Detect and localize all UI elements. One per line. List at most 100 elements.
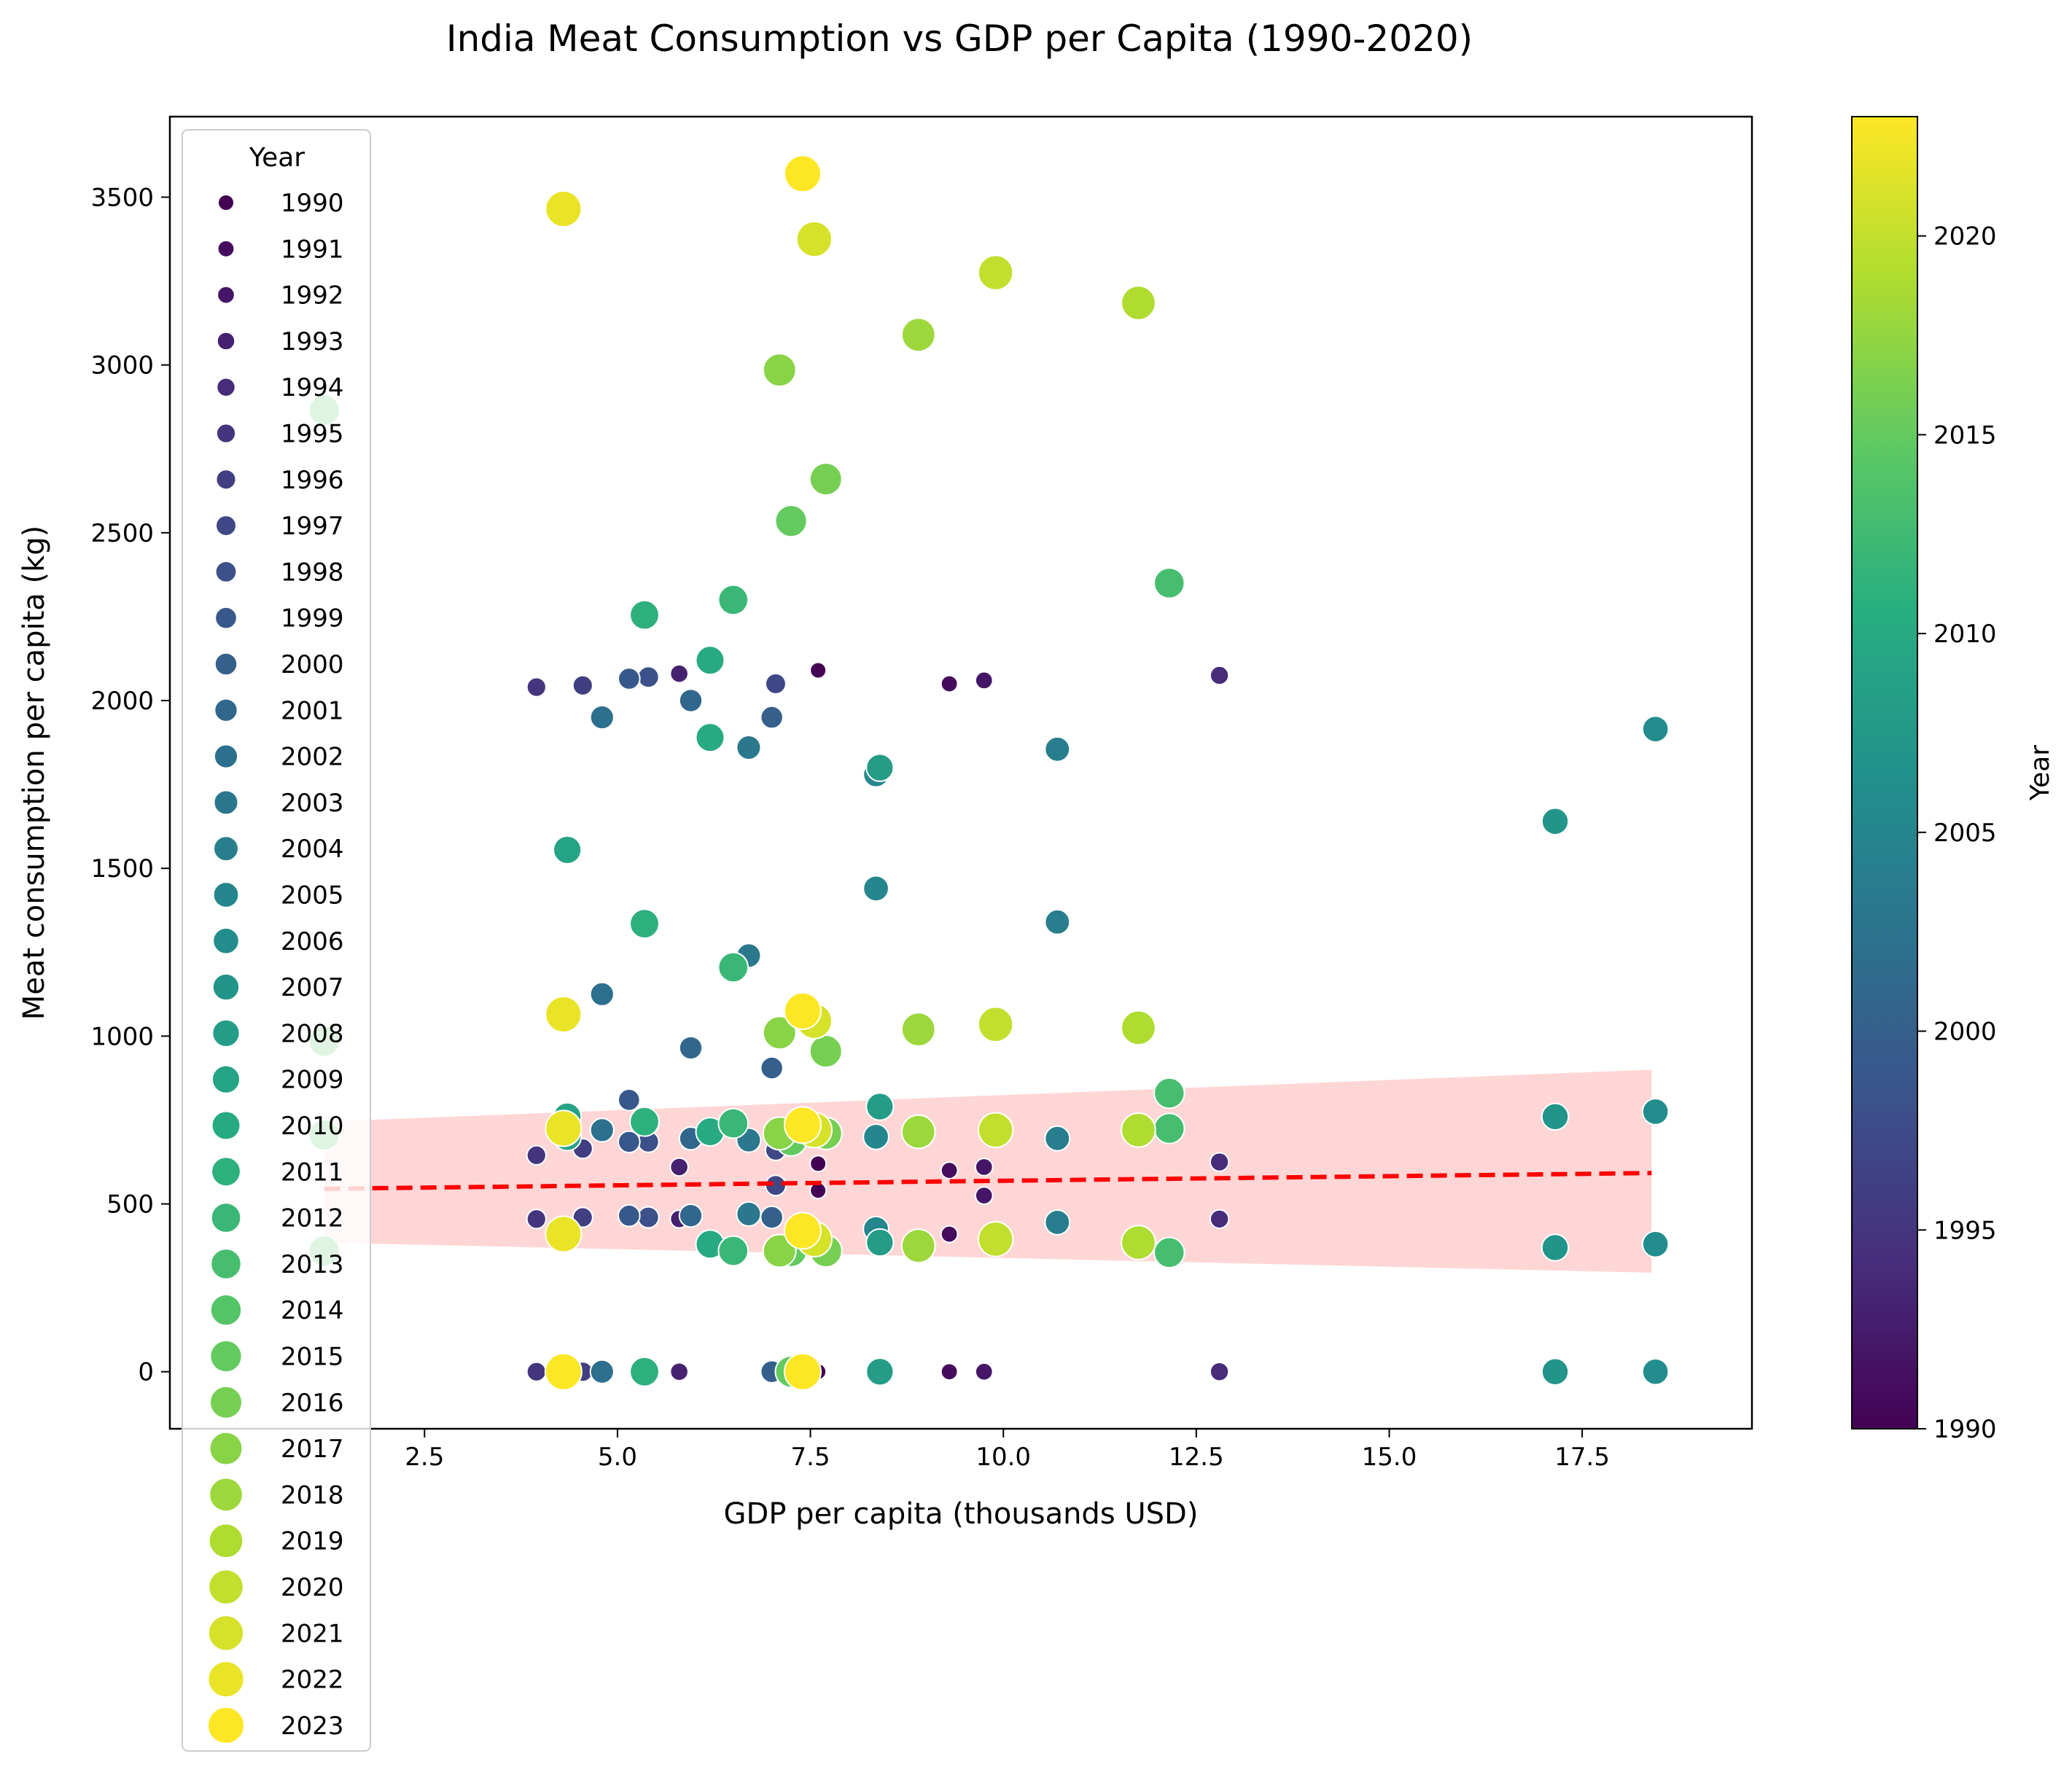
y-tick-label: 3500 — [90, 183, 154, 212]
data-point — [1153, 1112, 1185, 1144]
legend-label: 1999 — [281, 604, 344, 633]
legend-label: 2013 — [281, 1250, 344, 1279]
colorbar-tick-label: 2010 — [1933, 620, 1997, 649]
legend-label: 2016 — [281, 1389, 344, 1418]
colorbar-tick-label: 1990 — [1933, 1415, 1997, 1444]
data-point — [1541, 1357, 1570, 1386]
data-point — [589, 1117, 615, 1143]
data-point — [784, 1212, 822, 1250]
colorbar — [1851, 116, 1918, 1429]
data-point — [736, 734, 762, 760]
legend-label: 2004 — [281, 835, 344, 864]
data-point — [678, 1204, 704, 1228]
colorbar-axis: 1990 1995 2000 2005 2010 2015 2020 — [1917, 222, 1997, 1444]
legend-label: 1994 — [281, 373, 344, 402]
legend-label: 2002 — [281, 743, 344, 772]
legend-marker — [215, 469, 237, 491]
x-tick-label: 7.5 — [791, 1443, 830, 1472]
legend-marker — [214, 652, 238, 676]
data-point — [544, 1352, 583, 1391]
legend-marker — [214, 698, 238, 722]
data-point — [1641, 1098, 1670, 1126]
data-point — [900, 1114, 936, 1150]
plot-area — [308, 155, 1670, 1391]
data-point — [977, 1112, 1014, 1149]
data-point — [762, 1015, 797, 1050]
data-point — [526, 1361, 547, 1382]
legend-label: 2019 — [281, 1527, 344, 1556]
trend-line — [324, 1171, 1652, 1191]
data-point — [760, 705, 784, 730]
legend-marker — [211, 1064, 241, 1094]
data-point — [977, 1006, 1014, 1042]
data-point — [1641, 1230, 1670, 1258]
data-point — [900, 1012, 936, 1048]
chart-title: India Meat Consumption vs GDP per Capita… — [446, 17, 1473, 60]
data-point — [678, 1035, 704, 1061]
data-point — [1121, 285, 1156, 321]
data-point — [545, 1215, 583, 1253]
data-point — [865, 1092, 895, 1121]
legend-entries: 1990 1991 1992 1993 1994 1995 1996 1997 1998 1999… — [207, 189, 344, 1744]
data-point — [636, 1206, 660, 1229]
legend-marker — [214, 561, 238, 583]
data-point — [809, 1155, 827, 1173]
data-point — [589, 704, 615, 730]
legend-marker — [211, 1156, 241, 1187]
legend-marker — [213, 744, 239, 769]
data-point — [977, 1221, 1014, 1257]
data-point — [669, 663, 689, 684]
y-tick-label: 2000 — [90, 687, 154, 716]
data-point — [977, 254, 1014, 291]
x-axis-label: GDP per capita (thousands USD) — [724, 1497, 1199, 1531]
y-tick-label: 500 — [106, 1190, 154, 1220]
colorbar-tick-label: 2000 — [1933, 1018, 1997, 1047]
legend-label: 2021 — [281, 1619, 344, 1648]
legend-label: 2018 — [281, 1481, 344, 1510]
data-point — [717, 1235, 749, 1267]
data-point — [545, 190, 583, 228]
data-point — [618, 1130, 641, 1154]
data-point — [717, 1107, 749, 1139]
data-point — [678, 688, 704, 713]
legend-marker — [211, 972, 241, 1002]
y-axis: 0 500 1000 1500 2000 2500 3000 3500 — [90, 183, 170, 1387]
legend: Year 19901991199219931994199519961997199… — [182, 129, 371, 1752]
data-point — [618, 1088, 641, 1112]
x-tick-label: 2.5 — [405, 1443, 444, 1472]
data-point — [974, 1158, 994, 1177]
data-point — [1121, 1010, 1156, 1046]
legend-marker — [210, 1202, 242, 1233]
x-tick-label: 12.5 — [1169, 1443, 1224, 1472]
legend-marker — [215, 515, 237, 537]
data-point — [762, 1233, 797, 1268]
legend-marker — [209, 1385, 244, 1419]
data-point — [526, 676, 547, 698]
data-point — [1209, 1152, 1230, 1172]
data-point — [1044, 1125, 1071, 1152]
legend-label: 1993 — [281, 327, 344, 356]
data-point — [764, 673, 787, 695]
legend-marker — [208, 1569, 244, 1605]
data-point — [760, 1205, 784, 1230]
legend-label: 2000 — [281, 650, 344, 679]
data-point — [865, 1228, 895, 1257]
data-point — [760, 1056, 784, 1080]
y-tick-label: 1500 — [90, 854, 154, 884]
data-point — [784, 991, 822, 1030]
legend-marker — [217, 239, 235, 258]
data-point — [572, 674, 593, 696]
legend-marker — [212, 927, 240, 955]
data-point — [774, 504, 808, 538]
legend-label: 2020 — [281, 1573, 344, 1602]
data-point — [1209, 1209, 1230, 1229]
data-point — [629, 1356, 660, 1387]
data-point — [589, 981, 615, 1007]
data-point — [809, 462, 843, 496]
data-point — [629, 908, 660, 940]
data-point — [1153, 567, 1185, 599]
data-point — [1541, 1233, 1570, 1262]
data-point — [1641, 715, 1670, 743]
data-point — [809, 1034, 843, 1069]
